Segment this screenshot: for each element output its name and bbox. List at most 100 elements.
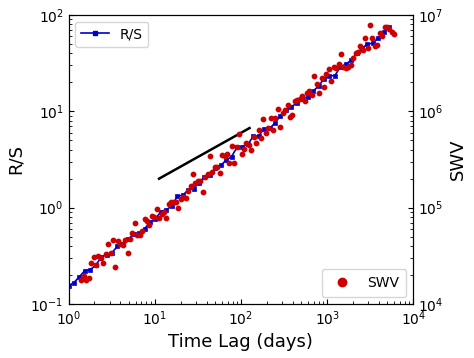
SWV xyxy=(391,32,398,37)
R/S xyxy=(169,204,174,208)
SWV xyxy=(158,211,165,217)
SWV xyxy=(381,24,388,30)
SWV xyxy=(293,97,301,103)
SWV xyxy=(339,64,347,70)
SWV xyxy=(243,140,250,146)
SWV xyxy=(124,250,131,255)
SWV xyxy=(155,216,163,221)
SWV xyxy=(187,183,194,188)
SWV xyxy=(245,142,253,148)
SWV xyxy=(366,23,374,28)
SWV xyxy=(269,127,277,133)
SWV xyxy=(170,199,177,205)
SWV xyxy=(284,102,292,108)
SWV xyxy=(78,277,85,282)
SWV xyxy=(235,132,243,137)
SWV xyxy=(221,153,228,159)
SWV xyxy=(315,90,323,96)
SWV xyxy=(310,73,318,79)
SWV xyxy=(230,160,238,165)
SWV xyxy=(172,199,180,204)
SWV xyxy=(352,50,359,56)
SWV xyxy=(100,260,107,266)
SWV xyxy=(378,33,386,38)
SWV xyxy=(199,189,207,194)
SWV xyxy=(126,236,134,242)
SWV xyxy=(240,146,248,152)
SWV xyxy=(182,195,190,200)
SWV xyxy=(306,88,313,93)
SWV xyxy=(359,47,366,52)
SWV xyxy=(337,52,345,57)
SWV xyxy=(194,178,201,184)
SWV xyxy=(264,125,272,131)
R/S xyxy=(147,220,153,224)
SWV xyxy=(216,170,224,176)
SWV xyxy=(109,237,117,243)
SWV xyxy=(257,135,264,141)
SWV xyxy=(286,114,294,120)
SWV xyxy=(175,205,182,211)
SWV xyxy=(112,264,119,270)
SWV xyxy=(138,228,146,234)
SWV xyxy=(148,213,155,219)
SWV xyxy=(328,78,335,83)
SWV xyxy=(374,42,381,48)
SWV xyxy=(143,218,151,224)
SWV xyxy=(289,112,296,118)
SWV xyxy=(167,199,175,205)
SWV xyxy=(325,66,333,72)
SWV xyxy=(238,151,246,157)
SWV xyxy=(228,143,236,149)
R/S xyxy=(158,209,164,214)
SWV xyxy=(250,134,257,140)
SWV xyxy=(219,153,226,158)
SWV xyxy=(362,35,369,41)
SWV xyxy=(153,206,160,212)
SWV xyxy=(201,174,209,180)
R/S xyxy=(386,24,392,29)
SWV xyxy=(197,178,204,184)
SWV xyxy=(107,250,114,256)
SWV xyxy=(262,130,270,136)
SWV xyxy=(342,66,350,71)
SWV xyxy=(386,26,393,32)
SWV xyxy=(204,171,211,177)
SWV xyxy=(209,169,216,175)
SWV xyxy=(163,215,170,221)
SWV xyxy=(121,238,129,243)
SWV xyxy=(95,253,102,259)
R/S xyxy=(66,284,72,288)
SWV xyxy=(279,110,287,116)
SWV xyxy=(383,24,391,30)
SWV xyxy=(345,64,352,70)
SWV xyxy=(104,242,112,247)
SWV xyxy=(369,35,376,40)
SWV xyxy=(97,255,105,261)
SWV xyxy=(260,116,267,122)
SWV xyxy=(82,277,90,283)
SWV xyxy=(180,194,187,199)
SWV xyxy=(296,96,303,102)
SWV xyxy=(165,201,173,207)
SWV xyxy=(364,45,372,50)
SWV xyxy=(376,30,383,35)
SWV xyxy=(131,221,138,226)
SWV xyxy=(272,116,279,121)
SWV xyxy=(301,98,309,104)
SWV xyxy=(255,127,262,133)
R/S xyxy=(267,126,273,131)
SWV xyxy=(308,93,316,98)
SWV xyxy=(211,164,219,170)
SWV xyxy=(276,124,284,130)
SWV xyxy=(85,276,92,281)
SWV xyxy=(313,81,320,86)
Y-axis label: R/S: R/S xyxy=(7,144,25,174)
SWV xyxy=(177,196,185,202)
SWV xyxy=(388,29,396,35)
SWV xyxy=(252,140,260,146)
SWV xyxy=(206,153,214,159)
SWV xyxy=(92,262,100,268)
SWV xyxy=(282,107,289,113)
SWV xyxy=(136,232,144,238)
